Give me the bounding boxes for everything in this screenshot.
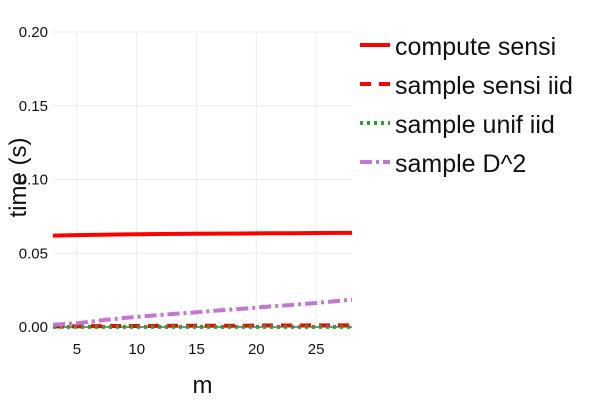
legend-label-sample-d2: sample D^2: [395, 150, 526, 178]
legend-label-sample-sensi-iid: sample sensi iid: [395, 72, 573, 100]
x-tick-label: 5: [73, 341, 81, 358]
y-tick-label: 0.10: [19, 172, 48, 189]
legend: compute sensi sample sensi iid sample un…: [360, 33, 573, 178]
x-tick-label: 20: [248, 341, 265, 358]
legend-label-compute-sensi: compute sensi: [395, 33, 556, 61]
series-line-3: [52, 297, 353, 327]
legend-label-sample-unif-iid: sample unif iid: [395, 111, 555, 139]
x-tick-label: 10: [128, 341, 145, 358]
x-axis-title: m: [193, 372, 213, 399]
grid: [53, 31, 352, 327]
tick-labels: 5 10 15 20 25 0.00 0.05 0.10 0.15 0.20: [19, 24, 325, 358]
series-line-0: [52, 230, 352, 238]
series: [52, 230, 353, 329]
y-tick-label: 0.20: [19, 24, 48, 41]
y-tick-label: 0.05: [19, 245, 48, 262]
y-tick-label: 0.00: [19, 319, 48, 336]
x-tick-label: 25: [308, 341, 325, 358]
y-tick-label: 0.15: [19, 98, 48, 115]
x-tick-label: 15: [188, 341, 205, 358]
y-axis-title: time (s): [5, 138, 32, 218]
